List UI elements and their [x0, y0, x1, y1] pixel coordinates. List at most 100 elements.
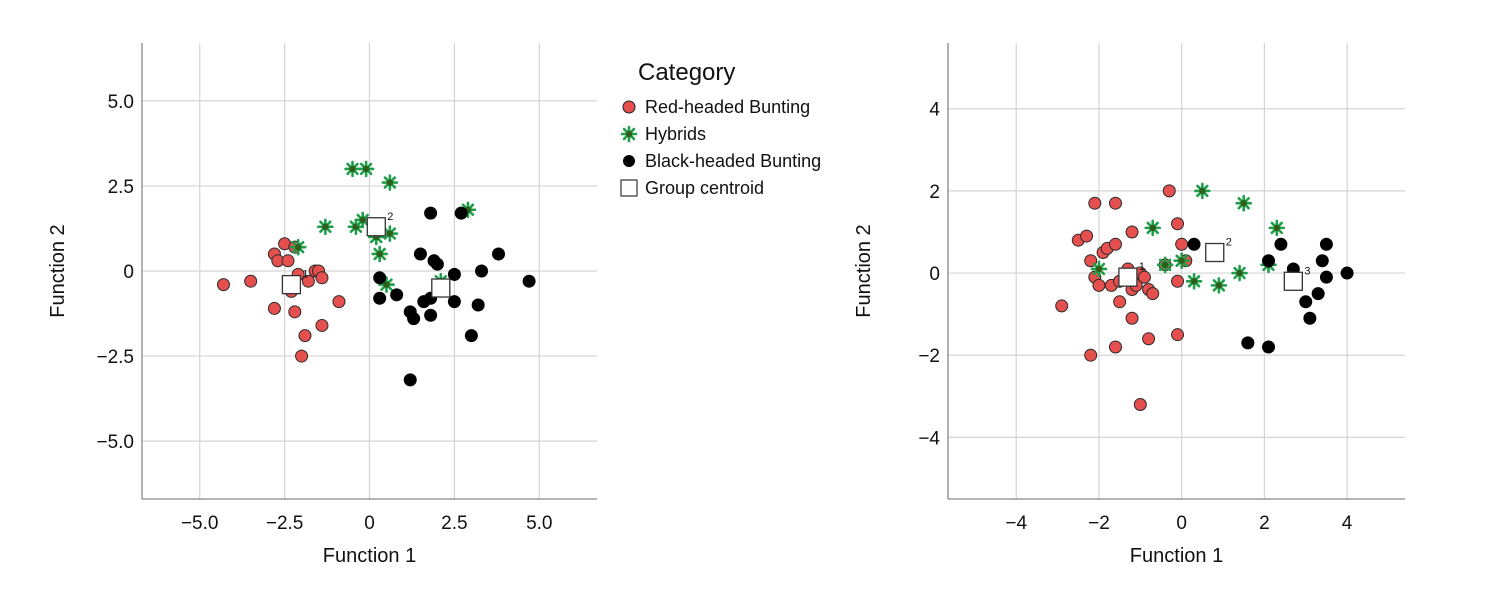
- hybrid-core: [1161, 261, 1169, 268]
- red-headed-point: [244, 274, 258, 288]
- y-tick-label: −2: [918, 346, 940, 367]
- red-headed-point: [1133, 398, 1147, 412]
- group-centroid-marker: [366, 217, 386, 237]
- hybrid-point: [289, 238, 307, 256]
- red-headed-point: [315, 318, 329, 332]
- hybrid-point: [1235, 194, 1253, 212]
- scatter-plot-right: −4 −2 0 2 4 4 2 0 −2 −4 Function 1 Function 2 1 2 3: [853, 43, 1405, 567]
- black-headed-point: [1262, 340, 1276, 354]
- hybrid-core: [295, 244, 302, 251]
- y-axis-title: Function 2: [853, 224, 875, 317]
- black-headed-point: [1315, 254, 1329, 268]
- group-centroid-marker: [1205, 242, 1225, 263]
- x-axis-title: Function 1: [1130, 545, 1223, 567]
- hybrid-core: [1178, 257, 1185, 264]
- black-headed-point: [1274, 237, 1288, 251]
- y-tick-label: 4: [929, 100, 940, 121]
- legend-item-black-headed-bunting: Black-headed Bunting: [623, 151, 821, 171]
- legend-label: Group centroid: [645, 178, 764, 198]
- legend: Category Red-headed Bunting Hybrids Blac…: [620, 59, 821, 198]
- red-headed-point: [288, 305, 302, 319]
- x-tick-label: 5.0: [526, 513, 552, 534]
- x-tick-label: 0: [1176, 513, 1187, 534]
- series-black-headed-bunting: [1187, 237, 1354, 354]
- red-headed-point: [1125, 225, 1139, 239]
- x-tick-label: −2: [1088, 513, 1110, 534]
- legend-label: Hybrids: [645, 124, 706, 144]
- group-centroid-label: 2: [1226, 237, 1232, 249]
- black-headed-point: [1319, 237, 1333, 251]
- series-group-centroid: 1 2 3: [281, 211, 458, 298]
- black-headed-point: [1319, 270, 1333, 284]
- black-headed-point: [1340, 266, 1354, 280]
- legend-label: Red-headed Bunting: [645, 97, 810, 117]
- red-headed-point: [281, 254, 295, 268]
- legend-item-group-centroid: Group centroid: [620, 178, 764, 198]
- legend-title: Category: [638, 59, 735, 86]
- red-headed-point: [1171, 328, 1185, 342]
- hybrid-core: [362, 165, 370, 173]
- hybrid-point: [1194, 182, 1211, 200]
- red-headed-point: [1146, 287, 1160, 301]
- black-headed-point: [424, 308, 438, 322]
- red-headed-point: [332, 295, 346, 309]
- y-tick-label: 2.5: [108, 177, 134, 198]
- red-headed-point: [301, 274, 315, 288]
- black-headed-point: [447, 267, 461, 281]
- legend-item-hybrids: Hybrids: [620, 124, 706, 144]
- red-headed-point: [1171, 274, 1185, 288]
- red-headed-point: [1137, 270, 1151, 284]
- hybrid-core: [386, 179, 394, 186]
- black-headed-point: [1303, 311, 1317, 325]
- y-tick-label: −2.5: [96, 347, 134, 368]
- x-tick-label: 2.5: [441, 513, 467, 534]
- hybrid-point: [381, 225, 399, 242]
- x-tick-label: −2.5: [266, 513, 304, 534]
- y-tick-label: 0: [929, 264, 940, 285]
- red-headed-point: [267, 301, 281, 315]
- black-headed-point: [403, 373, 417, 387]
- series-group-centroid: 1 2 3: [1118, 237, 1310, 291]
- y-tick-label: 5.0: [108, 92, 134, 113]
- y-axis-title: Function 2: [47, 224, 69, 317]
- scatter-plot-left: −5.0 −2.5 0 2.5 5.0 5.0 2.5 0 −2.5 −5.0 Function 1…: [47, 43, 597, 567]
- hybrid-core: [349, 165, 356, 173]
- hybrid-point: [1144, 219, 1162, 237]
- hybrid-point: [1173, 252, 1190, 270]
- hybrid-point: [344, 160, 361, 178]
- hybrid-core: [386, 230, 394, 237]
- black-headed-point: [373, 291, 387, 305]
- red-headed-point: [1092, 278, 1106, 292]
- hybrid-point: [381, 174, 399, 191]
- hybrid-point: [357, 160, 375, 178]
- hybrid-core: [1215, 282, 1223, 289]
- black-headed-point: [1299, 295, 1313, 309]
- black-headed-point: [413, 247, 427, 261]
- group-centroid-marker: [1283, 271, 1303, 291]
- black-headed-point: [454, 206, 468, 220]
- black-headed-point: [447, 295, 461, 309]
- legend-marker-square-icon: [620, 179, 638, 197]
- red-headed-point: [1108, 340, 1122, 354]
- y-tick-label: −4: [918, 428, 940, 449]
- red-headed-point: [1171, 217, 1185, 231]
- group-centroid-label: 1: [302, 269, 308, 281]
- x-tick-label: 4: [1342, 513, 1353, 534]
- red-headed-point: [1108, 237, 1122, 251]
- red-headed-point: [1162, 184, 1176, 198]
- x-tick-label: 2: [1259, 513, 1270, 534]
- hybrid-core: [1199, 187, 1206, 195]
- hybrid-point: [1156, 256, 1174, 274]
- red-headed-point: [216, 278, 230, 292]
- black-headed-point: [390, 288, 404, 302]
- x-axis-title: Function 1: [323, 545, 416, 567]
- black-headed-point: [373, 271, 387, 285]
- hybrid-core: [625, 130, 633, 138]
- hybrid-core: [322, 223, 329, 230]
- red-headed-point: [1088, 196, 1102, 210]
- black-headed-point: [1187, 237, 1201, 251]
- y-tick-label: 2: [929, 182, 940, 203]
- y-tick-label: 0: [123, 262, 134, 283]
- black-headed-point: [492, 247, 506, 261]
- red-headed-point: [1084, 348, 1098, 362]
